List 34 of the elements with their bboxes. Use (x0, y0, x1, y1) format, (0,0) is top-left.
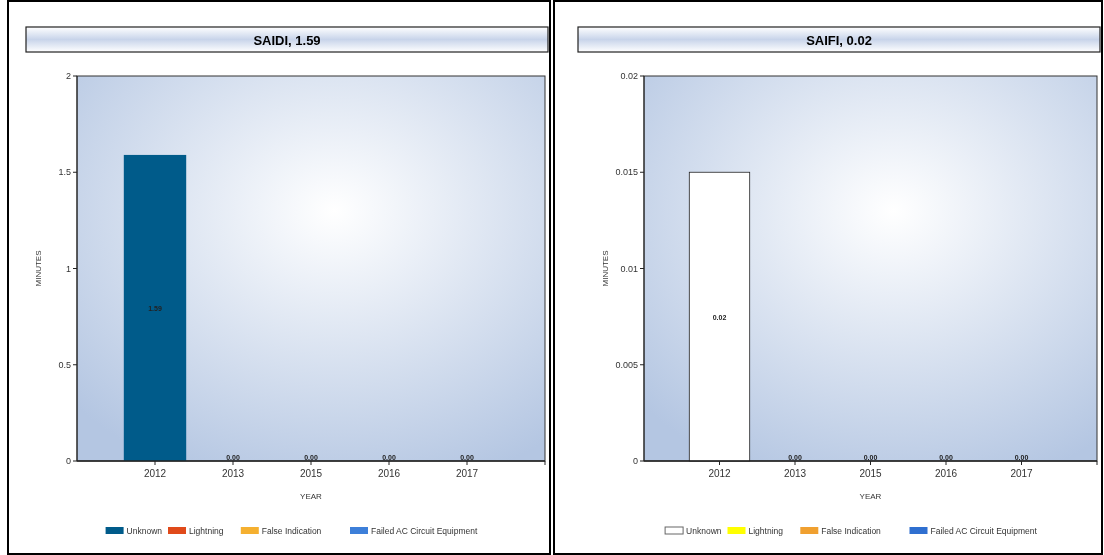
legend-label: Lightning (748, 526, 784, 536)
y-tick-label: 2 (65, 71, 71, 81)
y-tick-label: 0.01 (620, 263, 638, 274)
x-tick-label: 2013 (783, 468, 807, 479)
y-tick-label: 1.5 (58, 167, 71, 178)
x-tick-label: 2017 (455, 468, 479, 479)
y-axis-title: MINUTES (601, 250, 610, 287)
x-axis-title: YEAR (859, 492, 882, 501)
legend-label: Unknown (126, 526, 163, 536)
x-tick-label: 2017 (1010, 468, 1034, 479)
y-axis-title: MINUTES (34, 250, 43, 287)
legend-label: Failed AC Circuit Equipment (371, 526, 478, 536)
y-tick-label: 0.015 (615, 167, 638, 178)
x-tick-label: 2016 (377, 468, 401, 479)
chart-title: SAIDI, 1.59 (253, 33, 321, 48)
x-tick-label: 2012 (143, 468, 167, 479)
legend-label: Lightning (189, 526, 224, 536)
chart-title: SAIFI, 0.02 (806, 33, 872, 48)
y-tick-label: 1 (65, 263, 71, 274)
y-tick-label: 0.005 (615, 359, 638, 370)
legend-label: False Indication (261, 526, 322, 536)
x-tick-label: 2012 (708, 468, 732, 479)
text: Unknown (686, 526, 722, 536)
x-tick-label: 2013 (221, 468, 245, 479)
legend-label: False Indication (821, 526, 882, 536)
y-tick-label: 0 (65, 456, 71, 466)
y-tick-label: 0.02 (620, 71, 638, 81)
y-tick-label: 0 (632, 456, 638, 466)
x-axis-title: YEAR (300, 492, 323, 501)
legend-label: Failed AC Circuit Equipment (930, 526, 1038, 536)
x-tick-label: 2015 (299, 468, 323, 479)
x-tick-label: 2016 (934, 468, 958, 479)
y-tick-label: 0.5 (58, 359, 71, 370)
x-tick-label: 2015 (859, 468, 883, 479)
